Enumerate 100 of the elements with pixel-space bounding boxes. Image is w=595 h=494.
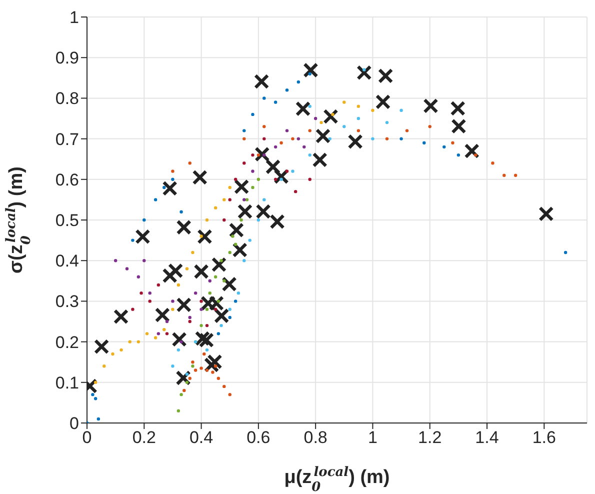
point — [194, 264, 209, 280]
point — [214, 206, 218, 210]
point — [162, 180, 178, 196]
point — [491, 162, 494, 165]
point — [342, 125, 346, 128]
point — [180, 210, 183, 214]
point — [464, 143, 480, 159]
point — [176, 409, 180, 412]
point — [188, 320, 192, 324]
point — [220, 324, 223, 328]
point — [194, 330, 210, 346]
point — [296, 137, 300, 140]
x-axis-title: μ(z$_{0}$$^{local}$) (m) — [284, 464, 390, 494]
point — [142, 259, 146, 262]
point — [162, 328, 166, 332]
point — [274, 178, 278, 181]
point — [237, 204, 253, 220]
point — [216, 376, 220, 380]
point — [514, 174, 518, 177]
point — [188, 316, 192, 320]
point — [176, 220, 192, 235]
point — [131, 308, 134, 311]
point — [308, 72, 312, 76]
point — [502, 174, 506, 177]
point — [94, 397, 98, 400]
point — [428, 125, 432, 128]
point — [254, 146, 270, 162]
point — [136, 340, 140, 344]
point — [262, 96, 266, 100]
point — [356, 116, 360, 120]
point — [211, 257, 227, 272]
point — [274, 168, 289, 184]
point — [234, 300, 238, 303]
point — [228, 308, 232, 311]
point — [125, 267, 129, 270]
point — [136, 275, 140, 278]
point — [362, 68, 366, 72]
point — [207, 354, 222, 370]
point — [474, 153, 478, 157]
point — [422, 141, 426, 144]
y-tick-label: 0.5 — [55, 211, 79, 230]
point — [200, 300, 203, 303]
y-tick-label: 1 — [70, 8, 79, 28]
point — [194, 291, 198, 295]
point — [378, 68, 394, 84]
point — [451, 118, 466, 134]
point — [302, 145, 306, 149]
point — [94, 339, 110, 354]
point — [185, 380, 189, 384]
point — [202, 352, 206, 356]
point — [214, 308, 218, 311]
point — [308, 129, 312, 132]
point — [245, 198, 249, 202]
point — [198, 332, 214, 348]
point — [142, 218, 146, 222]
point — [385, 120, 389, 124]
y-tick-label: 0.4 — [55, 252, 79, 271]
x-tick-label: 1.6 — [532, 428, 556, 448]
point — [405, 129, 409, 132]
point — [256, 204, 271, 220]
point — [140, 291, 143, 295]
point — [102, 364, 106, 368]
point — [423, 98, 438, 114]
point — [192, 170, 208, 185]
point — [314, 116, 318, 120]
point — [180, 392, 183, 396]
point — [162, 186, 166, 190]
point — [208, 279, 212, 282]
point — [94, 380, 98, 384]
point — [135, 229, 150, 244]
point — [251, 112, 254, 116]
x-tick-label: 1 — [368, 428, 378, 448]
point — [191, 360, 194, 364]
point — [204, 357, 220, 373]
point — [295, 101, 311, 116]
point — [274, 100, 278, 104]
point — [114, 259, 118, 262]
point — [205, 308, 209, 311]
point — [256, 218, 260, 222]
point — [205, 348, 209, 352]
point — [188, 376, 192, 380]
point — [176, 297, 192, 312]
point — [191, 364, 194, 368]
point — [214, 308, 230, 324]
point — [171, 178, 174, 181]
point — [200, 308, 203, 311]
point — [262, 153, 266, 157]
point — [442, 145, 446, 149]
point — [191, 250, 194, 254]
point — [113, 309, 129, 324]
point — [274, 145, 278, 149]
point — [148, 291, 152, 295]
point — [262, 125, 266, 128]
point — [131, 238, 134, 242]
point — [214, 364, 218, 368]
point — [280, 141, 283, 144]
point — [228, 250, 232, 254]
point — [342, 100, 346, 104]
point — [294, 190, 298, 194]
point — [308, 178, 312, 181]
